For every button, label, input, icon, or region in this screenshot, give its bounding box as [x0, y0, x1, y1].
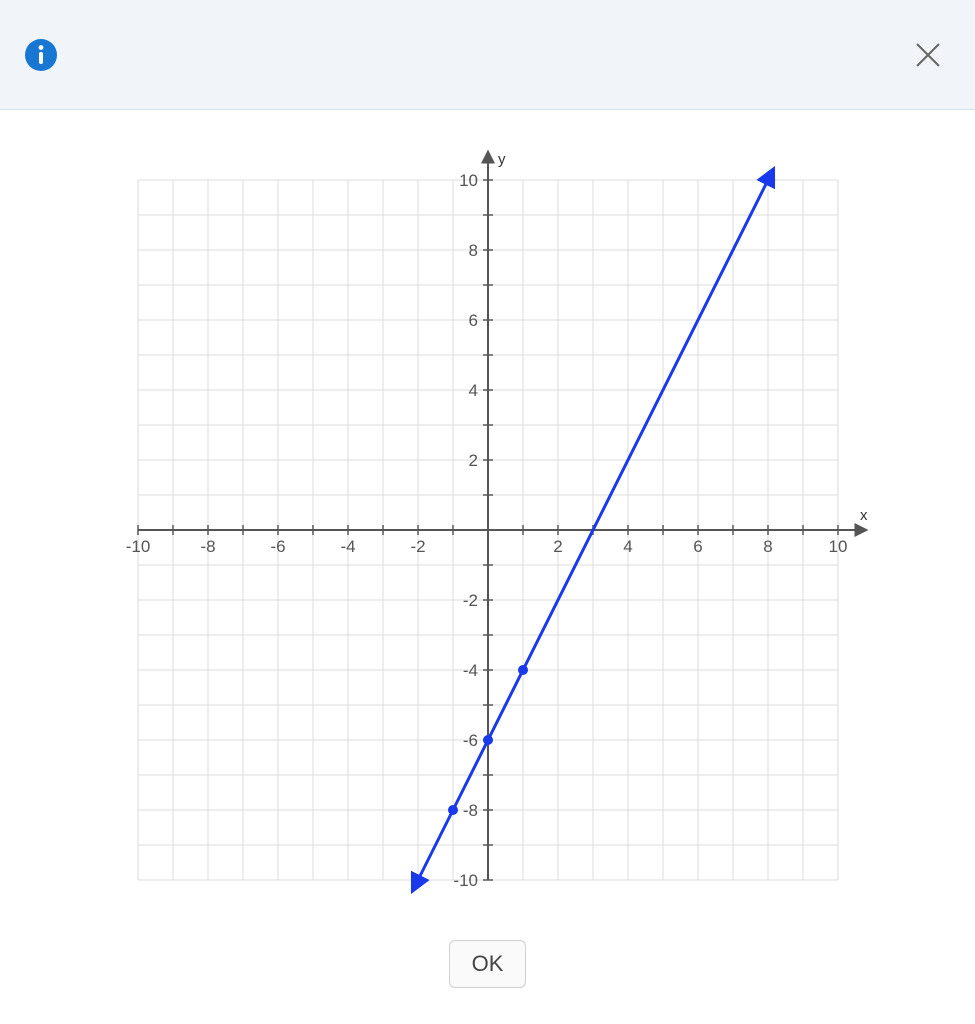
- close-icon[interactable]: [911, 38, 945, 72]
- svg-text:-4: -4: [462, 661, 477, 680]
- svg-text:-10: -10: [453, 871, 478, 890]
- svg-text:-10: -10: [125, 537, 150, 556]
- svg-text:-4: -4: [340, 537, 355, 556]
- svg-text:-8: -8: [462, 801, 477, 820]
- svg-text:-8: -8: [200, 537, 215, 556]
- svg-text:8: 8: [468, 241, 477, 260]
- svg-text:-6: -6: [270, 537, 285, 556]
- svg-text:y: y: [498, 151, 506, 168]
- svg-text:4: 4: [623, 537, 632, 556]
- info-icon: [24, 38, 58, 72]
- line-chart: -10 -8 -6 -4 -2 2 4 6 8 10 -10 -8 -6 -4 -2 2 4 6 8 10 x y: [98, 140, 878, 920]
- svg-text:-2: -2: [410, 537, 425, 556]
- chart-container: -10 -8 -6 -4 -2 2 4 6 8 10 -10 -8 -6 -4 -2 2 4 6 8 10 x y: [0, 110, 975, 920]
- svg-text:8: 8: [763, 537, 772, 556]
- svg-text:2: 2: [553, 537, 562, 556]
- svg-text:2: 2: [468, 451, 477, 470]
- svg-text:x: x: [860, 507, 868, 524]
- dialog-footer: OK: [0, 920, 975, 988]
- dialog-header: [0, 0, 975, 110]
- svg-text:10: 10: [459, 171, 478, 190]
- svg-text:6: 6: [468, 311, 477, 330]
- ok-button[interactable]: OK: [449, 940, 527, 988]
- svg-text:-6: -6: [462, 731, 477, 750]
- svg-text:-2: -2: [462, 591, 477, 610]
- svg-text:6: 6: [693, 537, 702, 556]
- svg-text:4: 4: [468, 381, 477, 400]
- svg-text:10: 10: [828, 537, 847, 556]
